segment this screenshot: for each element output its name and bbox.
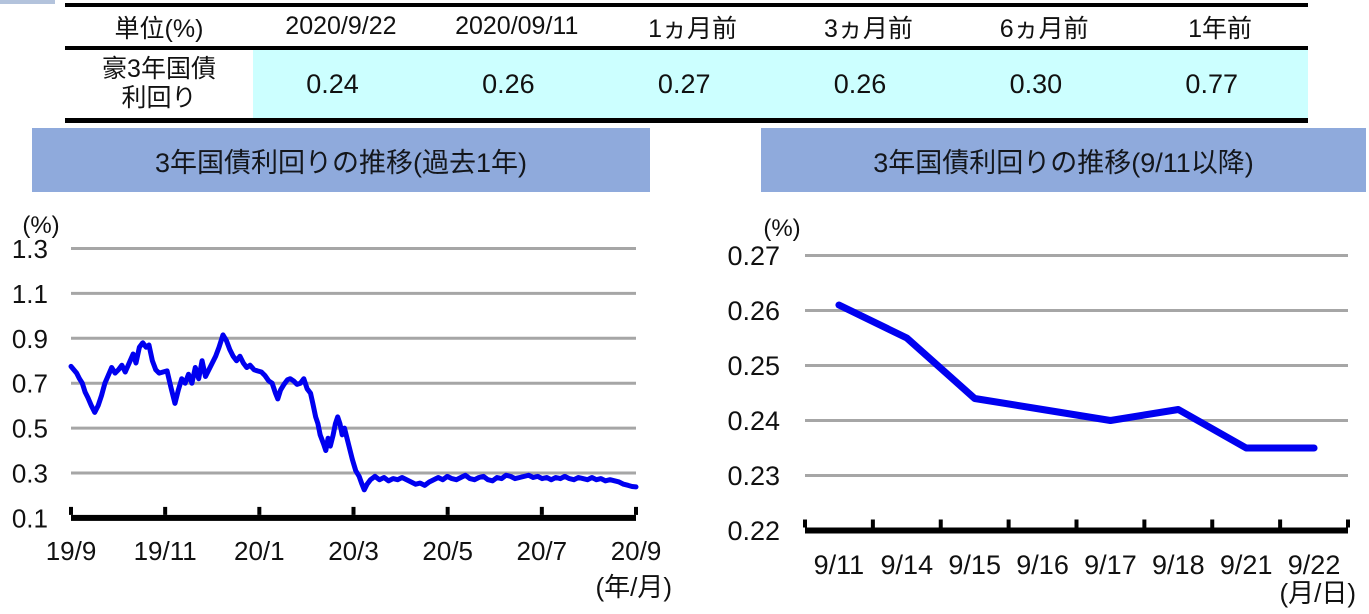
x-axis-tick (1142, 519, 1147, 528)
x-axis-line (805, 527, 1348, 534)
table-col-header: 1ヵ月前 (648, 14, 738, 43)
x-axis-tick-label: 20/9 (611, 536, 662, 566)
x-axis-tick (870, 519, 875, 528)
table-col-header: 6ヵ月前 (999, 14, 1089, 43)
y-axis-tick-label: 0.3 (12, 459, 48, 489)
x-axis-tick-label: 20/7 (517, 536, 568, 566)
right-chart-plot: 0.27 0.26 0.25 0.24 0.23 0.22 9/11 9/14 9/15 9/16… (727, 215, 1356, 608)
y-axis-tick-label: 0.23 (727, 461, 780, 491)
left-chart-title-band: 3年国債利回りの推移(過去1年) (32, 128, 650, 192)
table-col-header: 2020/09/11 (455, 12, 579, 40)
x-axis-tick-label: 19/11 (134, 536, 197, 566)
x-axis-tick (1074, 519, 1079, 528)
x-axis-tick (634, 506, 638, 515)
x-axis-tick (1210, 519, 1215, 528)
yield-line-series (68, 332, 639, 493)
x-axis-tick (938, 519, 943, 528)
y-axis-tick-label: 0.1 (12, 503, 48, 533)
x-axis-tick (539, 506, 544, 515)
x-axis-tick (257, 506, 262, 515)
y-axis-tick-label: 0.27 (727, 241, 780, 271)
x-axis-tick (803, 519, 807, 528)
x-axis-tick-label: 9/14 (881, 550, 934, 580)
table-unit-label: 単位(%) (114, 14, 204, 43)
left-chart-title: 3年国債利回りの推移(過去1年) (154, 147, 527, 178)
x-axis-tick (1006, 519, 1011, 528)
table-data-row: 豪3年国債 利回り 0.24 0.26 0.27 0.26 0.30 0.77 (65, 50, 1308, 118)
x-axis-tick (1346, 519, 1350, 528)
x-axis-tick (69, 506, 73, 515)
table-col-header: 3ヵ月前 (823, 14, 913, 43)
table-value: 0.26 (428, 50, 605, 118)
y-axis-tick-label: 0.5 (12, 414, 48, 444)
x-axis-tick-label: 9/17 (1084, 550, 1137, 580)
x-axis-tick (163, 506, 168, 515)
right-chart-title-band: 3年国債利回りの推移(9/11以降) (761, 128, 1366, 192)
x-axis-tick (445, 506, 450, 515)
x-axis-tick-label: 9/15 (948, 550, 1001, 580)
x-axis-unit-label: (年/月) (595, 572, 672, 602)
x-axis-tick-label: 9/11 (814, 550, 865, 580)
table-value: 0.24 (253, 50, 429, 118)
y-axis-unit-label: (%) (763, 215, 800, 242)
right-chart-title: 3年国債利回りの推移(9/11以降) (873, 147, 1254, 178)
y-axis-unit-label: (%) (22, 212, 59, 239)
corner-accent-bar (0, 0, 55, 4)
y-axis-tick-label: 0.24 (727, 406, 780, 436)
yield-summary-table: 単位(%) 2020/9/22 2020/09/11 1ヵ月前 3ヵ月前 6ヵ月… (65, 3, 1308, 123)
x-axis-tick-label: 9/22 (1288, 550, 1341, 580)
table-row-label: 豪3年国債 利回り (65, 50, 253, 118)
table-value: 0.27 (604, 50, 781, 118)
x-axis-tick-label: 20/1 (234, 536, 285, 566)
x-axis-tick-label: 9/18 (1152, 550, 1205, 580)
table-row-label-line1: 豪3年国債 (102, 54, 216, 83)
x-axis-tick-label: 9/21 (1220, 550, 1273, 580)
y-axis-tick-label: 1.3 (12, 234, 48, 264)
x-axis-line (71, 514, 636, 521)
y-axis-tick-label: 1.1 (12, 279, 48, 309)
x-axis-tick-label: 19/9 (46, 536, 97, 566)
table-value: 0.26 (780, 50, 957, 118)
y-axis-tick-label: 0.9 (12, 324, 48, 354)
x-axis-unit-label: (月/日) (1279, 578, 1356, 608)
y-axis-tick-label: 0.7 (12, 369, 48, 399)
table-col-header: 1年前 (1188, 14, 1253, 43)
left-chart-plot: 1.3 1.1 0.9 0.7 0.5 0.3 0.119/9 19/11 20/1 20/3 20… (12, 212, 672, 602)
y-axis-tick-label: 0.22 (727, 516, 780, 546)
table-row-label-line2: 利回り (121, 84, 197, 112)
x-axis-tick (1278, 519, 1283, 528)
table-header-row: 単位(%) 2020/9/22 2020/09/11 1ヵ月前 3ヵ月前 6ヵ月… (65, 7, 1308, 50)
x-axis-tick (351, 506, 356, 515)
y-axis-tick-label: 0.26 (727, 296, 780, 326)
table-value: 0.30 (956, 50, 1133, 118)
table-col-header: 2020/9/22 (285, 12, 397, 40)
x-axis-tick-label: 9/16 (1016, 550, 1069, 580)
table-value: 0.77 (1132, 50, 1308, 118)
x-axis-tick-label: 20/3 (328, 536, 379, 566)
yield-line-series (835, 301, 1318, 452)
x-axis-tick-label: 20/5 (422, 536, 473, 566)
y-axis-tick-label: 0.25 (727, 351, 780, 381)
